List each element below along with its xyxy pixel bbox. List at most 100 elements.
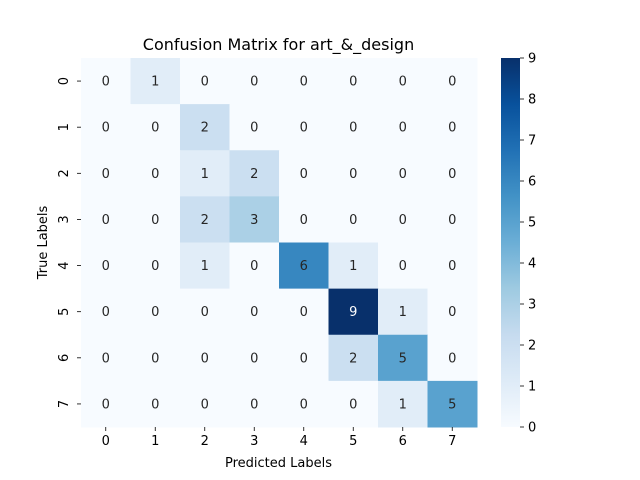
cell-value-r1-c2: 2 [201,121,209,136]
cell-value-r2-c0: 0 [102,167,110,182]
y-tick-label: 0 [57,77,72,85]
x-tick-label: 2 [201,434,209,449]
cell-value-r5-c6: 1 [399,305,407,320]
x-axis-label: Predicted Labels [225,456,332,471]
colorbar-tick-label: 1 [528,380,536,395]
heatmap-cell-r7-c7 [427,380,478,428]
heatmap-cell-r0-c4 [279,58,329,105]
cell-value-r7-c5: 0 [349,397,357,412]
cell-value-r2-c3: 2 [250,167,258,182]
x-axis-ticks: 0 1 2 3 4 5 6 7 [102,427,456,449]
cell-value-r3-c1: 0 [151,213,159,228]
x-tick-label: 4 [300,434,308,449]
heatmap-cell-r2-c6 [378,150,428,197]
heatmap-cell-r4-c0 [81,242,131,290]
y-tick-label: 6 [57,354,72,362]
heatmap-cell-r7-c2 [180,380,230,428]
cell-value-r5-c4: 0 [300,305,308,320]
cell-value-r0-c2: 0 [201,75,209,90]
cell-value-r5-c2: 0 [201,305,209,320]
cell-value-r0-c5: 0 [349,75,357,90]
heatmap-cell-r2-c7 [427,150,478,197]
y-tick-label: 3 [57,215,72,223]
heatmap-cell-r5-c4 [279,288,329,336]
cell-value-r2-c5: 0 [349,167,357,182]
colorbar-ticks: 0 1 2 3 4 5 6 7 8 9 [520,52,536,436]
heatmap-cell-r5-c6 [378,288,428,336]
heatmap-cell-r0-c6 [378,58,428,105]
cell-value-r2-c7: 0 [448,167,456,182]
cell-value-r5-c7: 0 [448,305,456,320]
heatmap-cell-r2-c1 [130,150,181,197]
cell-value-r3-c5: 0 [349,213,357,228]
heatmap-cell-r5-c3 [229,288,280,336]
colorbar-tick-label: 7 [528,134,536,149]
heatmap-cell-r5-c0 [81,288,131,336]
heatmap-cell-r7-c0 [81,380,131,428]
cell-value-r3-c3: 3 [250,213,258,228]
cell-value-r0-c6: 0 [399,75,407,90]
colorbar-tick-label: 8 [528,93,536,108]
cell-value-r3-c6: 0 [399,213,407,228]
heatmap-cell-r5-c5 [328,288,379,336]
cell-value-r2-c4: 0 [300,167,308,182]
heatmap-cell-r1-c2 [180,104,230,151]
cell-value-r6-c3: 0 [250,351,258,366]
cell-value-r3-c0: 0 [102,213,110,228]
cell-value-r1-c5: 0 [349,121,357,136]
y-tick-label: 1 [57,123,72,131]
heatmap-cell-r4-c5 [328,242,379,290]
heatmap-cell-r3-c6 [378,196,428,243]
heatmap-cells [81,58,478,428]
x-tick-label: 1 [151,434,159,449]
cell-value-r6-c0: 0 [102,351,110,366]
cell-value-r7-c6: 1 [399,397,407,412]
heatmap-cell-r6-c5 [328,334,379,382]
heatmap-cell-r2-c5 [328,150,379,197]
cell-value-r4-c3: 0 [250,259,258,274]
x-tick-label: 3 [250,434,258,449]
cell-value-r0-c0: 0 [102,75,110,90]
colorbar [501,58,520,427]
cell-value-r7-c3: 0 [250,397,258,412]
x-tick-label: 6 [399,434,407,449]
cell-value-r1-c7: 0 [448,121,456,136]
cell-value-r0-c4: 0 [300,75,308,90]
heatmap-cell-r6-c0 [81,334,131,382]
colorbar-tick-label: 6 [528,175,536,190]
cell-value-r2-c1: 0 [151,167,159,182]
heatmap-cell-r0-c2 [180,58,230,105]
cell-value-r0-c7: 0 [448,75,456,90]
y-tick-label: 7 [57,400,72,408]
x-tick-label: 7 [448,434,456,449]
heatmap-cell-r4-c1 [130,242,181,290]
cell-value-r2-c2: 1 [201,167,209,182]
heatmap-cell-r1-c7 [427,104,478,151]
cell-value-r6-c2: 0 [201,351,209,366]
heatmap-cell-r1-c5 [328,104,379,151]
heatmap-cell-r3-c5 [328,196,379,243]
cell-value-r4-c4: 6 [300,259,308,274]
cell-value-r3-c2: 2 [201,213,209,228]
heatmap-cell-r7-c1 [130,380,181,428]
heatmap-cell-r2-c4 [279,150,329,197]
heatmap-cell-r4-c4 [279,242,329,290]
heatmap-cell-r5-c2 [180,288,230,336]
heatmap-cell-r1-c1 [130,104,181,151]
heatmap-cell-r6-c7 [427,334,478,382]
cell-value-r4-c1: 0 [151,259,159,274]
cell-value-r6-c1: 0 [151,351,159,366]
heatmap-cell-r0-c3 [229,58,280,105]
cell-value-r3-c7: 0 [448,213,456,228]
cell-value-r6-c5: 2 [349,351,357,366]
y-tick-label: 5 [57,308,72,316]
cell-value-r4-c2: 1 [201,259,209,274]
cell-value-r5-c3: 0 [250,305,258,320]
y-axis-label: True Labels [36,205,51,280]
cell-value-r0-c3: 0 [250,75,258,90]
cell-value-r6-c6: 5 [399,351,407,366]
cell-value-r1-c0: 0 [102,121,110,136]
cell-value-r4-c0: 0 [102,259,110,274]
heatmap-cell-r1-c6 [378,104,428,151]
